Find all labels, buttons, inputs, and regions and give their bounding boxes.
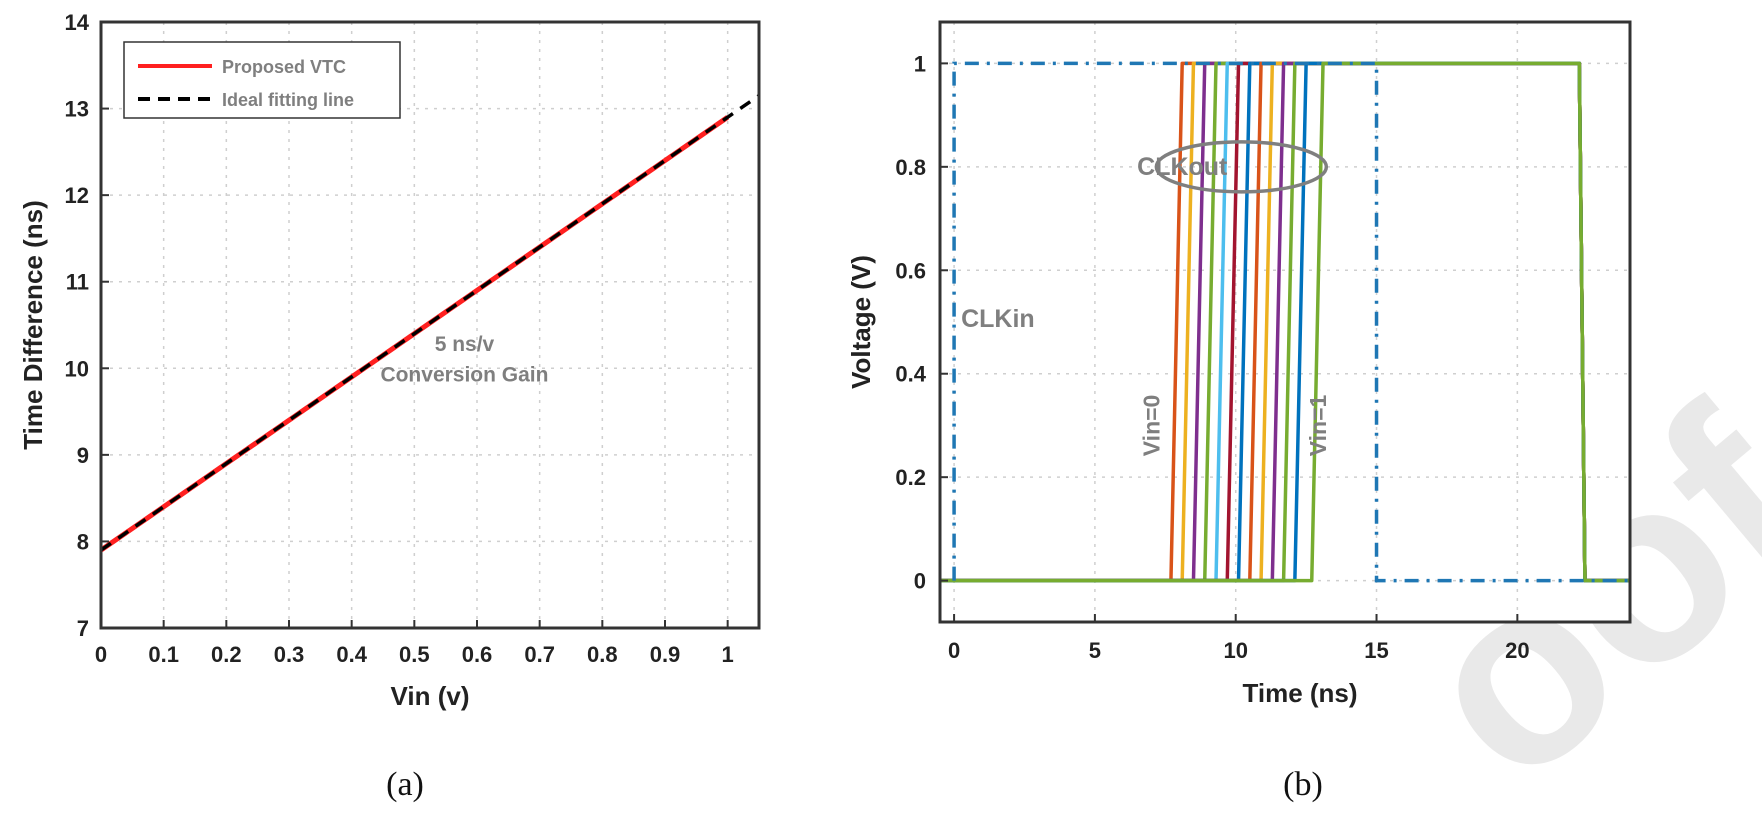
legend-label-proposed-vtc: Proposed VTC (222, 57, 346, 77)
chart-a-xlabel: Vin (v) (391, 681, 470, 711)
x-tick-label: 1 (722, 642, 734, 667)
chart-b-annotations: CLKout CLKin Vin=0 Vin=1 (961, 140, 1331, 457)
annotation-0: 5 ns/v (435, 333, 495, 356)
x-tick-label: 0 (95, 642, 107, 667)
x-tick-label: 0.8 (587, 642, 618, 667)
chart-b-ylabel: Voltage (V) (846, 255, 876, 389)
y-tick-label: 0.2 (895, 465, 926, 490)
chart-a-legend: Proposed VTC Ideal fitting line (123, 41, 401, 119)
x-tick-label: 0.9 (650, 642, 681, 667)
annotation-1: Conversion Gain (380, 363, 548, 386)
chart-b: 0 5 10 15 20 0 0.2 0.4 0.6 0.8 1 Time (ns) Voltage… (846, 20, 1632, 803)
x-tick-label: 0.2 (211, 642, 242, 667)
annotation-clkin: CLKin (961, 305, 1035, 333)
x-tick-label: 10 (1223, 638, 1247, 663)
annotation-clkout: CLKout (1137, 153, 1228, 181)
y-tick-label: 0 (914, 569, 926, 594)
y-tick-label: 9 (77, 443, 89, 468)
y-tick-label: 14 (65, 10, 90, 35)
y-tick-label: 7 (77, 616, 89, 641)
legend-box (123, 41, 401, 119)
x-tick-label: 0.4 (336, 642, 367, 667)
x-tick-label: 0.6 (462, 642, 493, 667)
legend-label-ideal-fitting-line: Ideal fitting line (222, 90, 354, 110)
chart-a-annotations: 5 ns/v Conversion Gain (380, 333, 548, 386)
chart-b-ticks: 0 5 10 15 20 0 0.2 0.4 0.6 0.8 1 (895, 51, 1529, 663)
y-tick-label: 1 (914, 51, 926, 76)
chart-a: 0 0.1 0.2 0.3 0.4 0.5 0.6 0.7 0.8 0.9 1 7 8 9 10 11 12 13… (18, 10, 761, 803)
clkin-trace (952, 61, 1630, 583)
x-tick-label: 0.1 (148, 642, 179, 667)
y-tick-label: 13 (65, 97, 89, 122)
y-tick-label: 0.4 (895, 362, 926, 387)
x-tick-label: 0 (948, 638, 960, 663)
annotation-vin1: Vin=1 (1305, 394, 1331, 456)
x-tick-label: 0.3 (274, 642, 305, 667)
x-tick-label: 5 (1089, 638, 1101, 663)
chart-a-series (99, 94, 760, 553)
x-tick-label: 0.7 (524, 642, 555, 667)
y-tick-label: 10 (65, 356, 89, 381)
chart-b-series (940, 61, 1630, 583)
y-tick-label: 0.8 (895, 155, 926, 180)
x-tick-label: 15 (1364, 638, 1388, 663)
x-tick-label: 0.5 (399, 642, 430, 667)
y-tick-label: 0.6 (895, 258, 926, 283)
panel-caption-b: (b) (1283, 766, 1323, 803)
chart-b-xlabel: Time (ns) (1242, 678, 1357, 708)
y-tick-label: 8 (77, 529, 89, 554)
chart-a-ylabel: Time Difference (ns) (18, 200, 48, 449)
chart-a-ticks: 0 0.1 0.2 0.3 0.4 0.5 0.6 0.7 0.8 0.9 1 7 8 9 10 11 12 13… (65, 10, 734, 667)
chart-b-frame (938, 20, 1632, 624)
chart-a-frame (99, 20, 761, 630)
y-tick-label: 11 (66, 270, 89, 295)
clkout-ellipse (1154, 140, 1329, 194)
panel-caption-a: (a) (386, 766, 424, 803)
annotation-vin0: Vin=0 (1139, 395, 1165, 457)
series-ideal-fitting-line (100, 94, 760, 552)
x-tick-label: 20 (1505, 638, 1529, 663)
y-tick-label: 12 (65, 183, 89, 208)
